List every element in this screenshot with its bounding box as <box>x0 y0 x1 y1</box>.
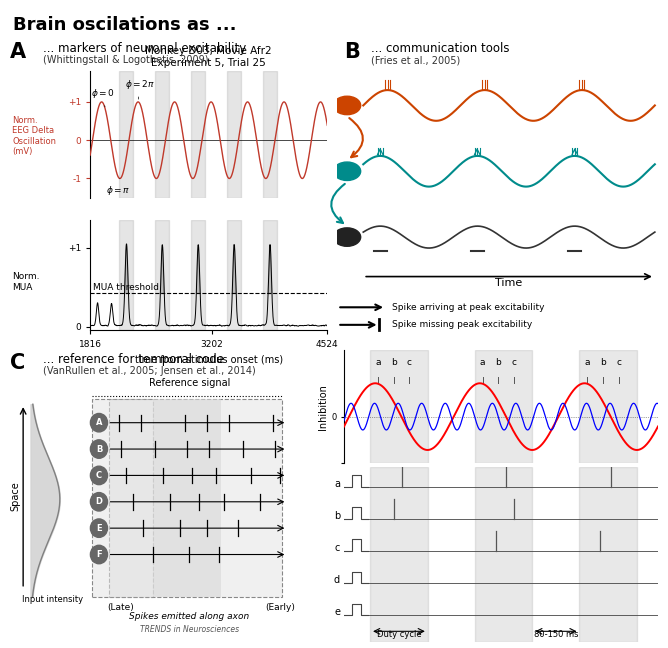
Text: ... reference for temporal code: ... reference for temporal code <box>43 353 224 366</box>
Text: b: b <box>496 358 501 367</box>
Text: Brain oscilations as ...: Brain oscilations as ... <box>13 16 237 34</box>
Text: $\phi=0$: $\phi=0$ <box>91 87 115 107</box>
Text: Norm.
EEG Delta
Oscillation
(mV): Norm. EEG Delta Oscillation (mV) <box>12 116 56 156</box>
Text: C: C <box>10 353 25 373</box>
Text: Input intensity: Input intensity <box>22 595 83 604</box>
Text: A: A <box>10 42 26 62</box>
Text: D: D <box>96 497 102 506</box>
Text: b: b <box>334 511 340 521</box>
Text: b: b <box>391 358 397 367</box>
Bar <box>263 71 277 198</box>
Text: a: a <box>480 358 486 367</box>
Bar <box>156 71 170 198</box>
Circle shape <box>90 519 108 537</box>
Text: Duty cycle: Duty cycle <box>377 630 422 639</box>
Text: c: c <box>617 358 621 367</box>
Circle shape <box>90 413 108 432</box>
Text: Space: Space <box>11 481 21 511</box>
Bar <box>191 71 205 198</box>
Circle shape <box>333 96 361 115</box>
Text: (Early): (Early) <box>265 603 295 612</box>
Text: A: A <box>96 418 102 427</box>
Bar <box>580 467 637 642</box>
Text: E: E <box>96 524 102 533</box>
Circle shape <box>90 492 108 511</box>
Y-axis label: Inhibition: Inhibition <box>319 384 329 430</box>
Circle shape <box>90 545 108 564</box>
Text: (Late): (Late) <box>108 603 134 612</box>
Text: Spikes emitted along axon: Spikes emitted along axon <box>130 612 250 621</box>
Text: (Fries et al., 2005): (Fries et al., 2005) <box>371 55 460 65</box>
Text: F: F <box>96 550 102 559</box>
Text: Time: Time <box>496 279 522 288</box>
Text: ... markers of neuronal excitability: ... markers of neuronal excitability <box>43 42 246 55</box>
Text: a: a <box>334 479 340 489</box>
Circle shape <box>90 440 108 458</box>
Text: a: a <box>375 358 381 367</box>
Bar <box>580 350 637 463</box>
Text: TRENDS in Neurosciences: TRENDS in Neurosciences <box>140 625 239 634</box>
Circle shape <box>333 162 361 181</box>
Text: B: B <box>96 445 102 454</box>
Text: b: b <box>600 358 606 367</box>
Bar <box>156 220 170 330</box>
Text: a: a <box>584 358 590 367</box>
Text: d: d <box>334 575 340 585</box>
Bar <box>370 467 428 642</box>
Bar <box>263 220 277 330</box>
Text: Spike missing peak excitability: Spike missing peak excitability <box>392 320 532 329</box>
X-axis label: time from stimulus onset (ms): time from stimulus onset (ms) <box>135 354 283 364</box>
Text: B: B <box>344 42 360 62</box>
Text: (VanRullen et al., 2005; Jensen et al., 2014): (VanRullen et al., 2005; Jensen et al., … <box>43 366 256 376</box>
Bar <box>475 350 532 463</box>
Bar <box>227 71 241 198</box>
Text: c: c <box>512 358 516 367</box>
Text: $\phi=2\pi$: $\phi=2\pi$ <box>125 78 155 99</box>
Bar <box>153 399 221 597</box>
Text: Reference signal: Reference signal <box>149 378 230 388</box>
Bar <box>191 220 205 330</box>
Bar <box>92 399 283 597</box>
Bar <box>475 467 532 642</box>
Text: $\phi=\pi$: $\phi=\pi$ <box>106 178 130 197</box>
Text: ... communication tools: ... communication tools <box>371 42 509 55</box>
Text: c: c <box>335 543 340 553</box>
Text: MUA threshold: MUA threshold <box>93 283 159 292</box>
Text: (Whittingstall & Logothetis, 2009): (Whittingstall & Logothetis, 2009) <box>43 55 209 65</box>
Text: Norm.
MUA: Norm. MUA <box>12 272 39 292</box>
Bar <box>120 71 134 198</box>
Bar <box>109 399 153 597</box>
Text: c: c <box>407 358 412 367</box>
Circle shape <box>333 228 361 246</box>
Bar <box>370 350 428 463</box>
Circle shape <box>90 466 108 485</box>
Bar <box>227 220 241 330</box>
Text: 80-150 ms: 80-150 ms <box>534 630 578 639</box>
Title: Monkey D03, Movie Afr2
Experiment 5, Trial 25: Monkey D03, Movie Afr2 Experiment 5, Tri… <box>146 46 272 68</box>
Text: e: e <box>334 607 340 618</box>
Text: C: C <box>96 471 102 480</box>
Bar <box>120 220 134 330</box>
Text: Spike arriving at peak excitability: Spike arriving at peak excitability <box>392 303 545 312</box>
